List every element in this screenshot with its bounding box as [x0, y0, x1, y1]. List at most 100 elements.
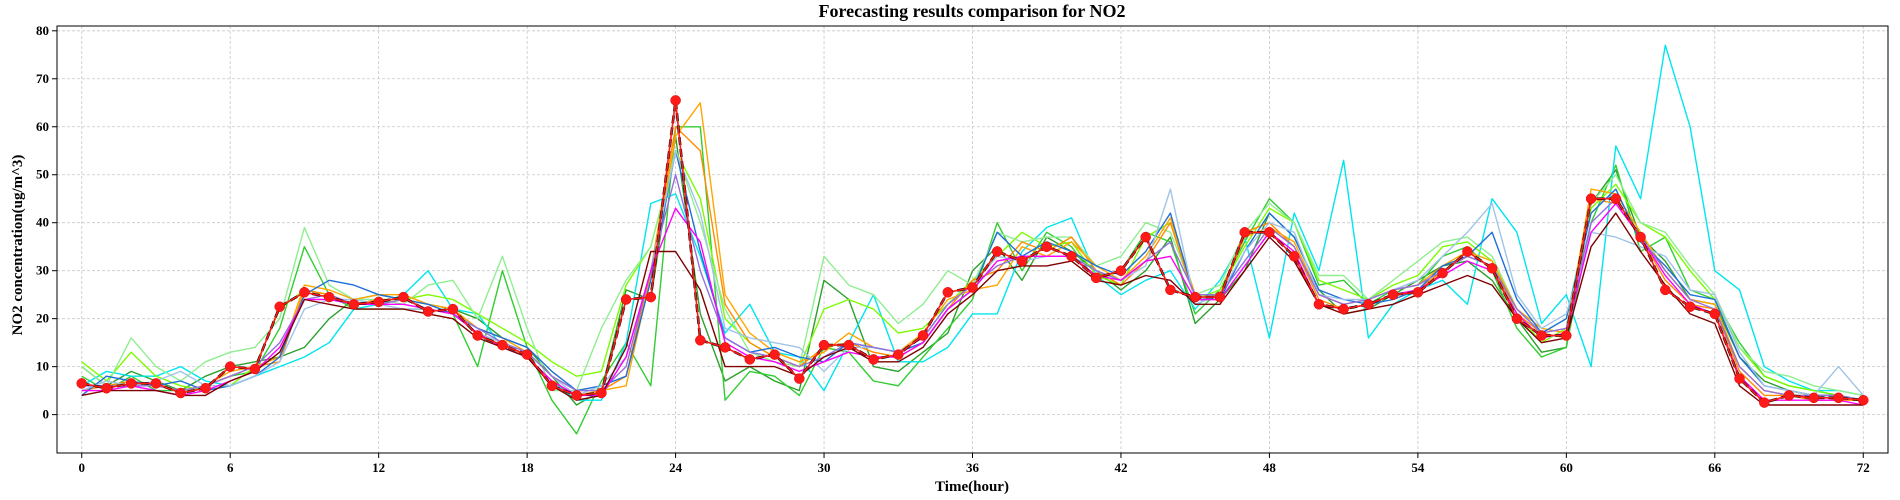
actual-point: [645, 291, 657, 303]
actual-point: [1709, 308, 1721, 320]
y-axis-label: NO2 concentration(ug/m^3): [10, 155, 26, 336]
x-tick-label: 30: [818, 460, 831, 475]
y-tick-label: 10: [36, 359, 49, 374]
actual-point: [472, 330, 483, 341]
actual-point: [249, 363, 261, 375]
x-axis-label: Time(hour): [935, 479, 1009, 495]
x-tick-label: 18: [521, 460, 535, 475]
actual-point: [200, 382, 211, 394]
actual-point: [1660, 284, 1671, 296]
actual-point: [769, 349, 780, 360]
actual-point: [1090, 272, 1102, 284]
actual-point: [893, 349, 904, 360]
actual-point: [571, 390, 582, 401]
actual-point: [1264, 227, 1275, 238]
actual-point: [1338, 303, 1349, 315]
x-tick-label: 6: [227, 460, 234, 475]
x-tick-label: 42: [1114, 460, 1127, 475]
actual-point: [1635, 231, 1646, 243]
actual-point: [1783, 390, 1795, 401]
actual-point: [299, 287, 310, 298]
actual-point: [323, 291, 335, 303]
actual-point: [76, 378, 87, 389]
actual-point: [1313, 299, 1325, 310]
actual-point: [1189, 291, 1201, 303]
actual-point: [1486, 263, 1498, 274]
actual-point: [1759, 397, 1770, 408]
x-tick-label: 66: [1708, 460, 1722, 475]
actual-point: [1808, 392, 1820, 404]
actual-point: [1684, 301, 1696, 312]
actual-point: [348, 299, 360, 310]
actual-point: [1066, 251, 1077, 262]
actual-point: [1437, 267, 1448, 279]
actual-point: [1734, 373, 1745, 384]
actual-point: [521, 349, 533, 360]
x-tick-label: 0: [78, 460, 85, 475]
y-tick-label: 80: [36, 23, 49, 38]
actual-point: [1585, 193, 1597, 204]
actual-point: [1561, 330, 1572, 341]
actual-point: [1239, 227, 1250, 238]
actual-point: [175, 387, 186, 399]
actual-point: [1140, 231, 1151, 243]
actual-point: [596, 387, 607, 399]
actual-point: [843, 339, 855, 351]
y-tick-label: 0: [43, 407, 50, 422]
x-tick-label: 60: [1560, 460, 1573, 475]
chart-title: Forecasting results comparison for NO2: [819, 1, 1126, 21]
actual-point: [794, 373, 805, 384]
actual-point: [695, 335, 706, 346]
actual-point: [1363, 299, 1374, 310]
y-tick-label: 50: [36, 167, 49, 182]
actual-point: [1165, 284, 1176, 296]
actual-point: [1214, 291, 1226, 303]
y-tick-label: 60: [36, 119, 49, 134]
actual-point: [1511, 313, 1523, 324]
actual-point: [719, 342, 731, 353]
actual-layer: [76, 95, 1869, 408]
y-tick-label: 20: [36, 311, 49, 326]
y-tick-label: 70: [36, 71, 49, 86]
actual-point: [1387, 289, 1399, 300]
actual-point: [274, 301, 285, 312]
actual-point: [917, 330, 929, 341]
x-tick-label: 24: [669, 460, 683, 475]
actual-point: [422, 306, 434, 317]
actual-point: [942, 287, 954, 298]
actual-point: [1858, 394, 1869, 406]
actual-point: [150, 378, 162, 389]
actual-point: [991, 246, 1003, 257]
actual-point: [620, 294, 632, 305]
actual-point: [670, 95, 681, 106]
actual-point: [101, 382, 112, 394]
actual-point: [1412, 287, 1424, 298]
y-tick-label: 30: [36, 263, 49, 278]
x-tick-label: 72: [1857, 460, 1870, 475]
actual-point: [1041, 241, 1052, 252]
actual-point: [497, 339, 508, 351]
actual-point: [967, 282, 978, 293]
actual-point: [868, 354, 879, 365]
x-tick-label: 36: [966, 460, 980, 475]
actual-point: [1115, 265, 1127, 276]
actual-point: [744, 354, 756, 365]
actual-point: [818, 339, 830, 351]
actual-point: [447, 303, 459, 315]
x-tick-label: 54: [1411, 460, 1425, 475]
actual-point: [224, 361, 236, 372]
actual-point: [1462, 246, 1473, 257]
y-tick-label: 40: [36, 215, 49, 230]
x-tick-label: 12: [372, 460, 385, 475]
tick-layer: 0 6 12 18 24 30 36 42 48 54 60 66 72 0 10 20 30 40 50 60 70 8…: [36, 23, 1870, 475]
actual-point: [1610, 193, 1622, 204]
actual-point: [1288, 251, 1300, 262]
actual-point: [398, 291, 409, 303]
actual-point: [373, 296, 384, 308]
grid-layer: [57, 26, 1888, 453]
actual-point: [1536, 330, 1547, 341]
actual-point: [1833, 392, 1844, 404]
actual-point: [125, 378, 137, 389]
